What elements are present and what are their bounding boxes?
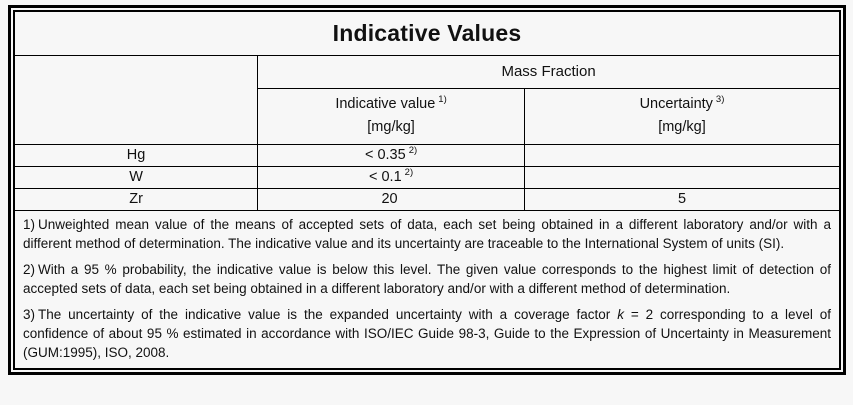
table-row-hg: Hg < 0.35 2): [13, 143, 841, 167]
indicative-value-cell: < 0.35 2): [257, 143, 525, 167]
col-header-uncertainty-line1: Uncertainty 3): [525, 93, 839, 116]
element-cell: W: [13, 165, 259, 189]
footnote-2-text: With a 95 % probability, the indicative …: [23, 261, 831, 296]
uncertainty-cell: 5: [523, 187, 841, 211]
group-header-row: Mass Fraction: [13, 54, 841, 145]
footnotes-row: 1) Unweighted mean value of the means of …: [13, 209, 841, 369]
column-header-row: Indicative value 1) [mg/kg] Uncertainty 3)…: [14, 87, 841, 145]
group-header-mass-fraction: Mass Fraction: [257, 54, 841, 89]
element-cell: Hg: [13, 143, 259, 167]
col-header-indicative-unit: [mg/kg]: [367, 119, 415, 135]
col-header-uncertainty-unit: [mg/kg]: [658, 119, 706, 135]
footnote-3-text-after: = 2 corresponding to a level of confiden…: [23, 306, 831, 360]
footnote-3-text-before: The uncertainty of the indicative value …: [38, 306, 618, 322]
col-header-indicative-label: Indicative value: [335, 95, 436, 112]
indicative-value-text: < 0.1: [369, 169, 402, 185]
uncertainty-cell: [523, 165, 841, 189]
indicative-value-cell: < 0.1 2): [257, 165, 525, 189]
empty-header-cell: [13, 54, 259, 145]
indicative-value-cell: 20: [257, 187, 525, 211]
footnotes-cell: 1) Unweighted mean value of the means of …: [13, 209, 841, 369]
indicative-values-table: Indicative Values Mass Fraction Indicati…: [13, 10, 841, 370]
table-outer-frame: Indicative Values Mass Fraction Indicati…: [8, 5, 846, 375]
col-header-uncertainty: Uncertainty 3) [mg/kg]: [523, 87, 841, 145]
table-row-w: W < 0.1 2): [13, 165, 841, 189]
col-header-indicative-line1: Indicative value 1): [258, 93, 524, 116]
footnote-ref-2: 2): [404, 167, 414, 179]
title-row: Indicative Values: [13, 10, 841, 56]
footnote-1: 1) Unweighted mean value of the means of …: [23, 215, 831, 253]
uncertainty-cell: [523, 143, 841, 167]
indicative-value-text: < 0.35: [364, 147, 406, 163]
footnote-2-id: 2): [23, 261, 36, 277]
footnote-2: 2) With a 95 % probability, the indicativ…: [23, 260, 831, 298]
footnote-3-id: 3): [23, 306, 36, 322]
indicative-value-text: 20: [381, 191, 398, 207]
footnote-3-italic-k: k: [617, 306, 624, 322]
footnote-3: 3) The uncertainty of the indicative valu…: [23, 305, 831, 362]
col-header-uncertainty-label: Uncertainty: [639, 95, 713, 112]
footnote-1-id: 1): [23, 216, 36, 232]
footnote-1-text: Unweighted mean value of the means of ac…: [23, 216, 831, 251]
footnote-ref-2: 2): [408, 145, 418, 157]
footnote-ref-1: 1): [438, 93, 447, 105]
page-title: Indicative Values: [13, 10, 841, 56]
table-row-zr: Zr 20 5: [13, 187, 841, 211]
col-header-indicative-value: Indicative value 1) [mg/kg]: [257, 87, 525, 145]
footnote-ref-3: 3): [715, 93, 725, 105]
element-cell: Zr: [13, 187, 259, 211]
